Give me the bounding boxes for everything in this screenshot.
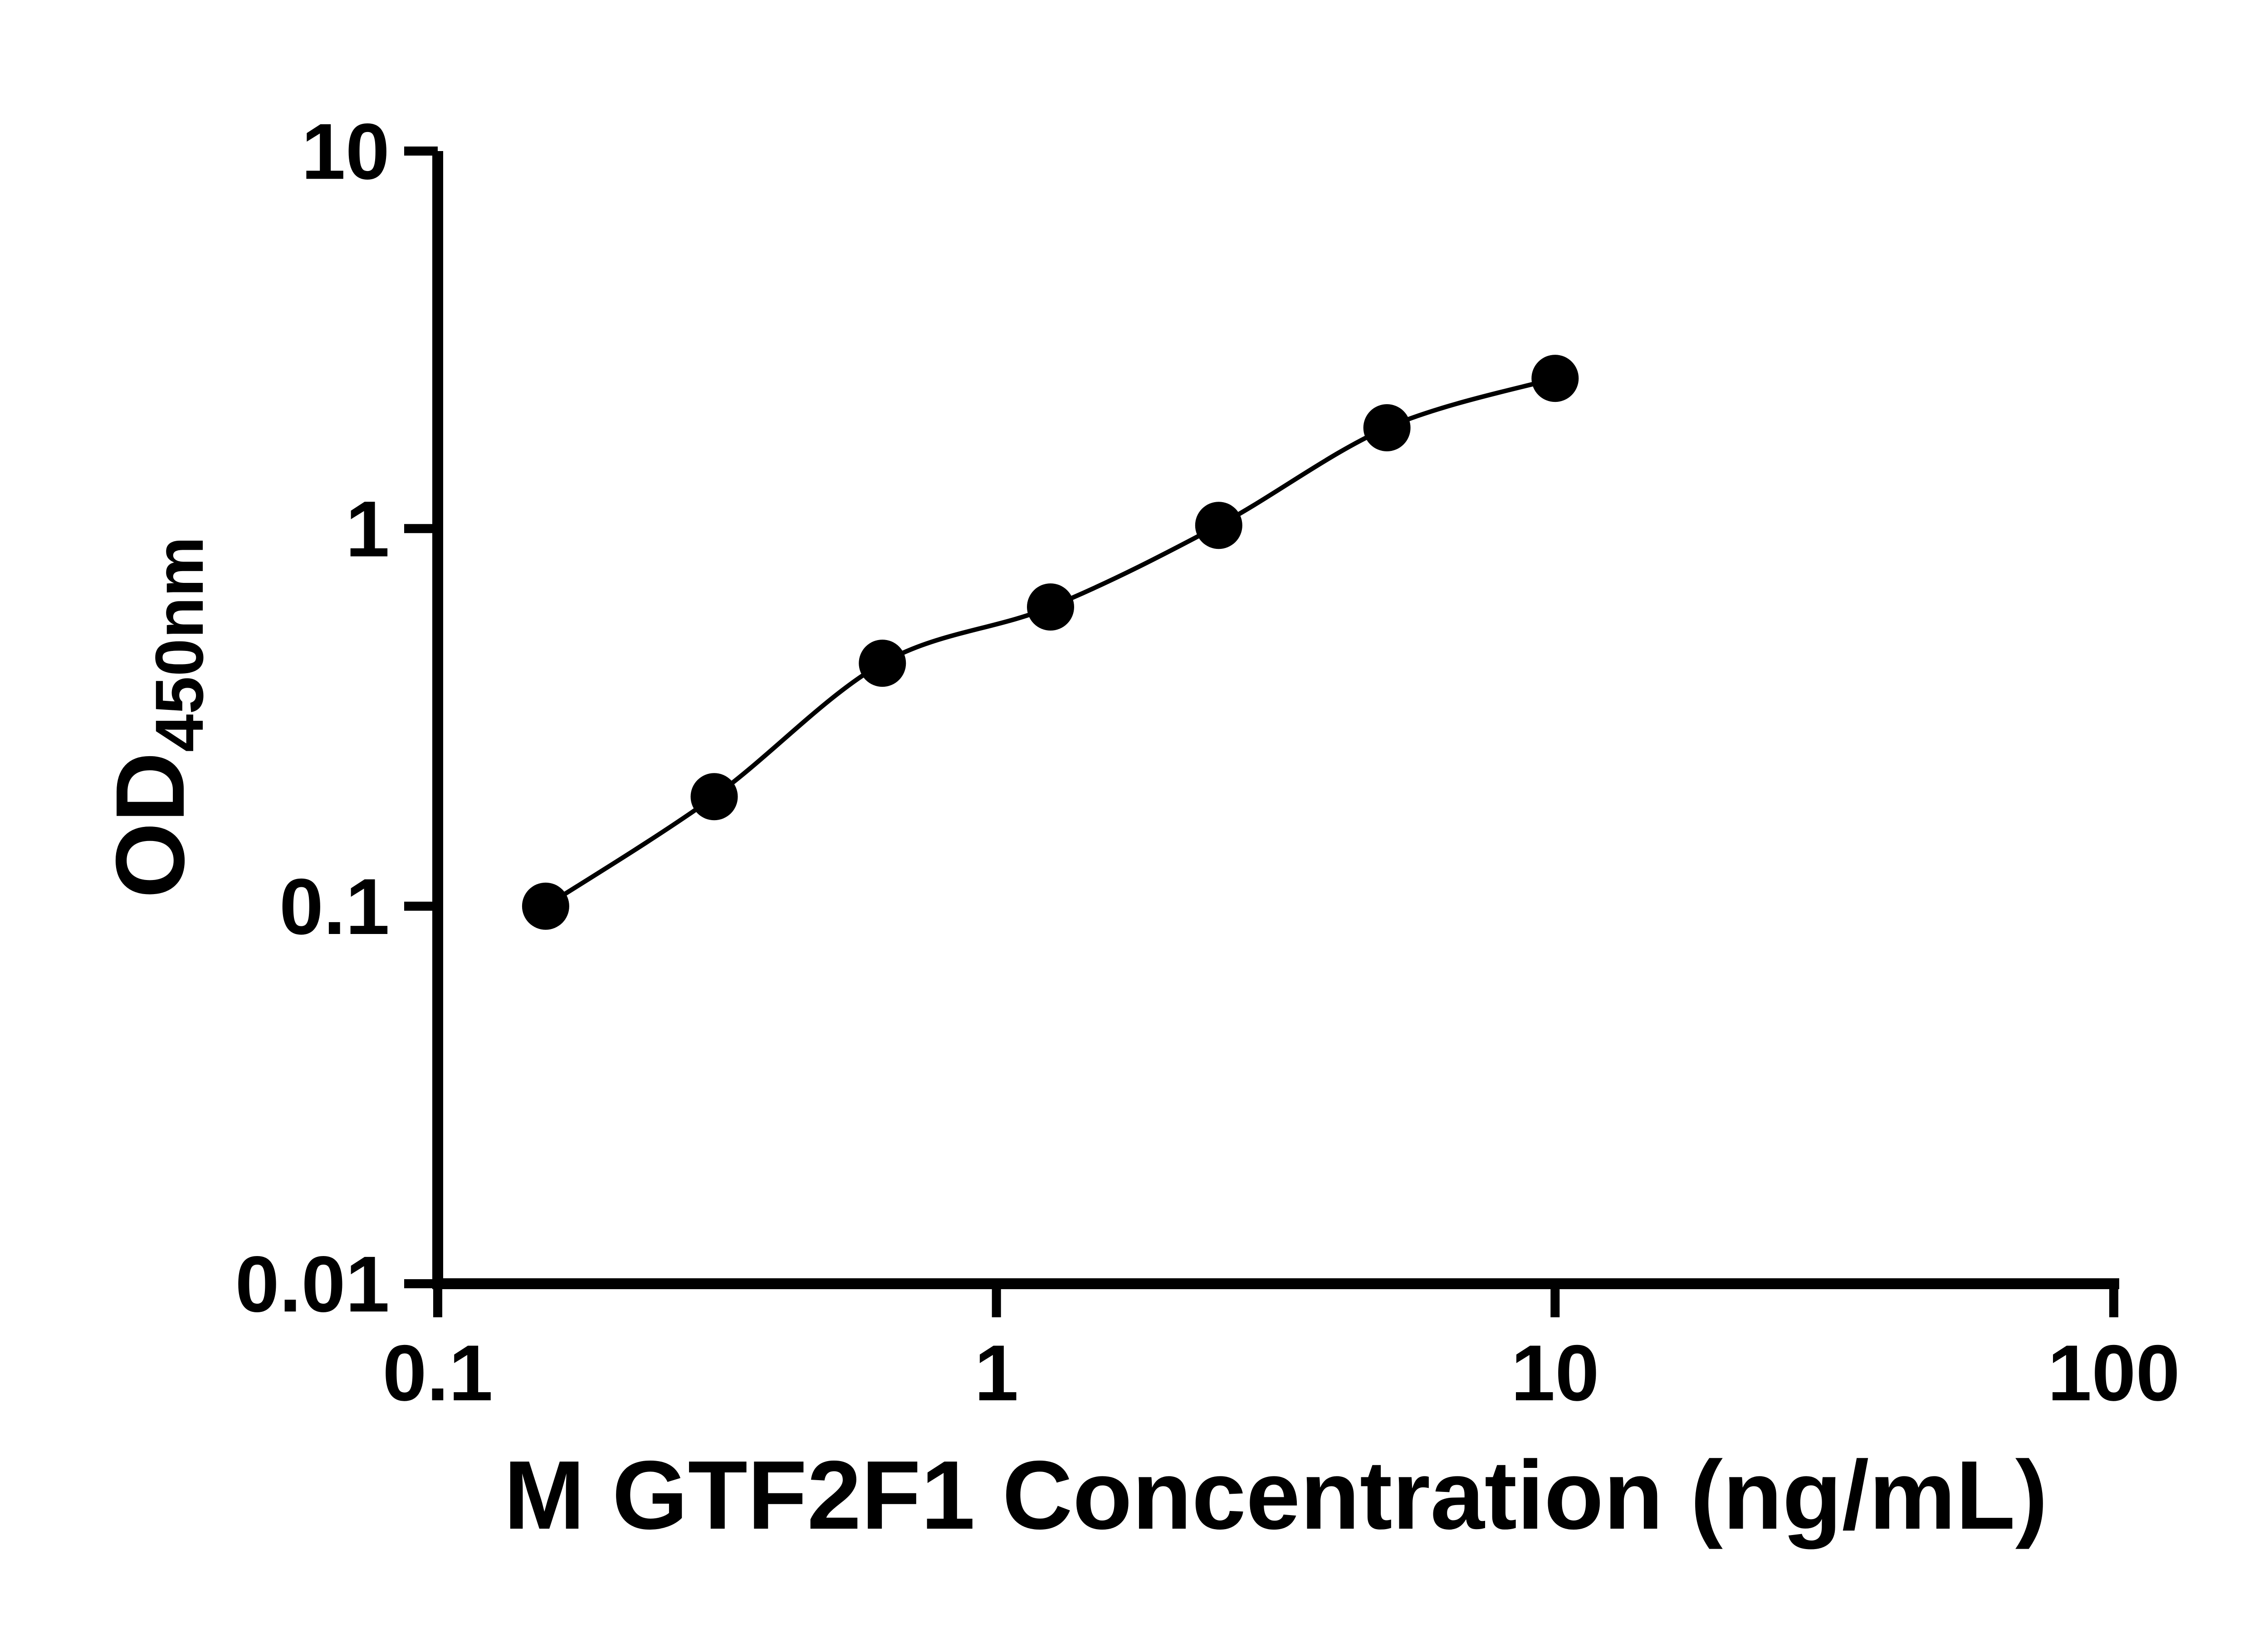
data-point-marker <box>522 882 569 930</box>
x-axis-title: M GTF2F1 Concentration (ng/mL) <box>504 1440 2048 1550</box>
y-axis-title-main: OD <box>95 752 205 899</box>
fit-curve-layer <box>543 376 1558 909</box>
y-tick-label: 10 <box>301 108 390 196</box>
data-point-marker <box>1027 583 1074 631</box>
y-tick-label: 1 <box>346 485 390 574</box>
y-axis-title: OD450nm <box>95 537 217 899</box>
x-tick-label: 100 <box>2048 1329 2180 1418</box>
tick-marks <box>404 147 2118 1317</box>
data-point-marker <box>690 773 738 821</box>
x-tick-label: 10 <box>1511 1329 1599 1418</box>
axis-lines <box>432 151 2119 1289</box>
x-tick-label: 1 <box>974 1329 1018 1418</box>
data-points-layer <box>522 355 1579 930</box>
data-point-marker <box>1195 502 1242 549</box>
x-tick-label: 0.1 <box>382 1329 493 1418</box>
data-point-marker <box>1363 404 1411 451</box>
fit-curve <box>543 376 1558 909</box>
data-point-marker <box>859 640 906 687</box>
axes <box>432 151 2119 1289</box>
data-point-marker <box>1531 355 1579 402</box>
y-tick-label: 0.1 <box>279 863 390 951</box>
y-axis-title-sub: 450nm <box>141 537 217 752</box>
y-tick-label: 0.01 <box>235 1240 390 1329</box>
